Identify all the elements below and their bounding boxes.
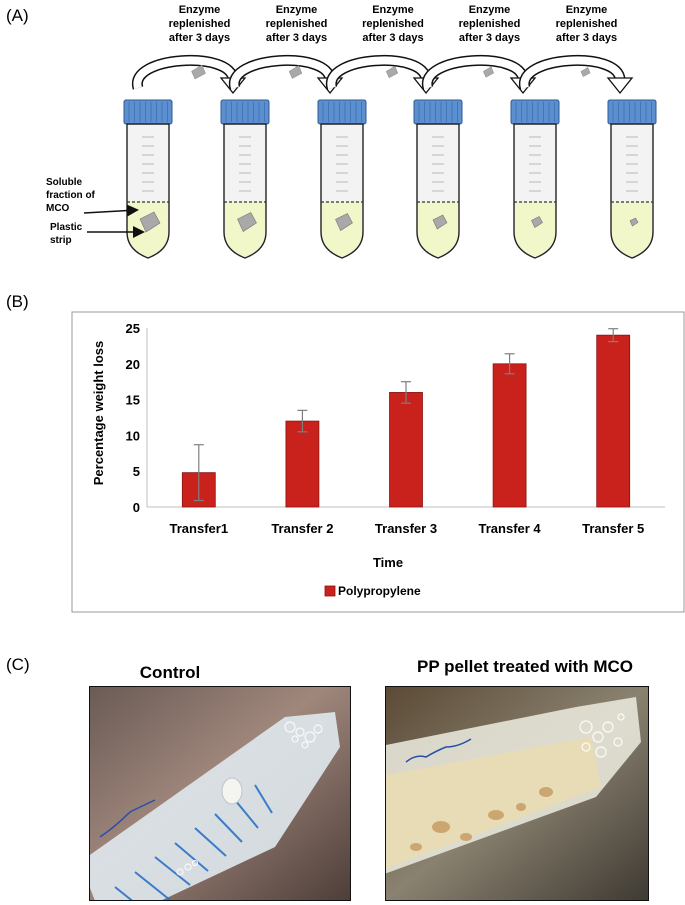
bar [596, 334, 631, 508]
x-tick-label: Transfer1 [170, 521, 229, 536]
y-tick-label: 0 [133, 500, 140, 515]
step-text-line-1: Enzyme [372, 4, 414, 16]
transfer-strip [385, 65, 399, 79]
tubes-layer [123, 99, 657, 259]
step-text-line-3: after 3 days [459, 32, 520, 44]
transfer-strip [191, 64, 206, 80]
transfer-step-2: Enzyme replenished after 3 days [229, 4, 344, 95]
step-text-line-2: replenished [556, 18, 618, 30]
transfer-strip [288, 65, 303, 79]
tube-liquid [418, 202, 458, 257]
annotation-plastic-line2: strip [50, 235, 72, 246]
panel-b-label: (B) [6, 292, 29, 311]
plastic-strip [237, 212, 257, 232]
step-text-line-3: after 3 days [266, 32, 327, 44]
annotation-plastic-line1: Plastic [50, 222, 83, 233]
plastic-strip [531, 216, 543, 228]
panel-a-schematic: Enzyme replenished after 3 days Enzyme reple… [46, 4, 657, 259]
step-text-line-1: Enzyme [179, 4, 221, 16]
transfer-step-1: Enzyme replenished after 3 days [132, 4, 247, 95]
bar [389, 392, 423, 508]
tube-2 [220, 99, 270, 259]
panel-c-label: (C) [6, 655, 30, 674]
legend-swatch [324, 585, 336, 597]
y-tick-label: 20 [126, 357, 140, 372]
transfer-step-4: Enzyme replenished after 3 days [422, 4, 537, 95]
x-tick-label: Transfer 5 [582, 521, 644, 536]
soluble-arrow [83, 204, 139, 217]
plastic-strip [335, 213, 353, 231]
step-text-line-2: replenished [169, 18, 231, 30]
tube-cap [123, 99, 173, 125]
tube-4 [413, 99, 463, 259]
step-text-line-1: Enzyme [566, 4, 608, 16]
step-text-line-1: Enzyme [276, 4, 318, 16]
y-tick-label: 5 [133, 464, 140, 479]
x-axis-label: Time [373, 555, 403, 570]
tube-liquid [612, 202, 652, 257]
step-text-line-1: Enzyme [469, 4, 511, 16]
tube-cap [510, 99, 560, 125]
photo-right-title: PP pellet treated with MCO [416, 657, 633, 676]
step-text-line-3: after 3 days [169, 32, 230, 44]
y-tick-label: 15 [126, 393, 140, 408]
step-text-line-2: replenished [362, 18, 424, 30]
y-tick-label: 10 [126, 428, 140, 443]
chart-frame [71, 311, 685, 613]
tube-5 [510, 99, 560, 259]
transfer-step-5: Enzyme replenished after 3 days [519, 4, 634, 95]
step-text-line-2: replenished [266, 18, 328, 30]
tube-3 [317, 99, 367, 259]
transfer-strip [580, 67, 591, 77]
annotations: Soluble fraction of MCO Plastic strip [46, 177, 145, 246]
tube-cap [317, 99, 367, 125]
transfer-step-3: Enzyme replenished after 3 days [326, 4, 440, 95]
step-text-line-3: after 3 days [556, 32, 617, 44]
annotation-soluble-line3: MCO [46, 203, 70, 214]
tube-cap [220, 99, 270, 125]
plastic-strip [432, 214, 448, 230]
x-tick-label: Transfer 3 [375, 521, 437, 536]
plastic-strip [629, 217, 639, 227]
y-axis-label: Percentage weight loss [91, 341, 106, 486]
tube-liquid [515, 202, 555, 257]
bar-chart: 0 5 10 15 20 25 Transfer1 Transfer 2 Transfer 3 T… [71, 311, 685, 613]
treated-tube-photo [385, 686, 649, 901]
steps-layer: Enzyme replenished after 3 days Enzyme reple… [132, 4, 634, 95]
transfer-strip [482, 66, 495, 78]
legend-label: Polypropylene [338, 584, 421, 598]
panel-a-label: (A) [6, 6, 29, 25]
y-tick-label: 25 [126, 321, 140, 336]
photo-left-title: Control [139, 663, 201, 682]
bar [285, 420, 320, 508]
control-tube-photo [89, 686, 351, 901]
step-text-line-3: after 3 days [362, 32, 423, 44]
step-text-line-2: replenished [459, 18, 521, 30]
tube-1 [123, 99, 173, 259]
annotation-soluble-line1: Soluble [46, 177, 83, 188]
annotation-soluble-line2: fraction of [46, 190, 96, 201]
tube-cap [607, 99, 657, 125]
tube-6 [607, 99, 657, 259]
bar [492, 363, 527, 508]
tube-cap [413, 99, 463, 125]
x-tick-label: Transfer 4 [479, 521, 542, 536]
x-tick-label: Transfer 2 [271, 521, 333, 536]
